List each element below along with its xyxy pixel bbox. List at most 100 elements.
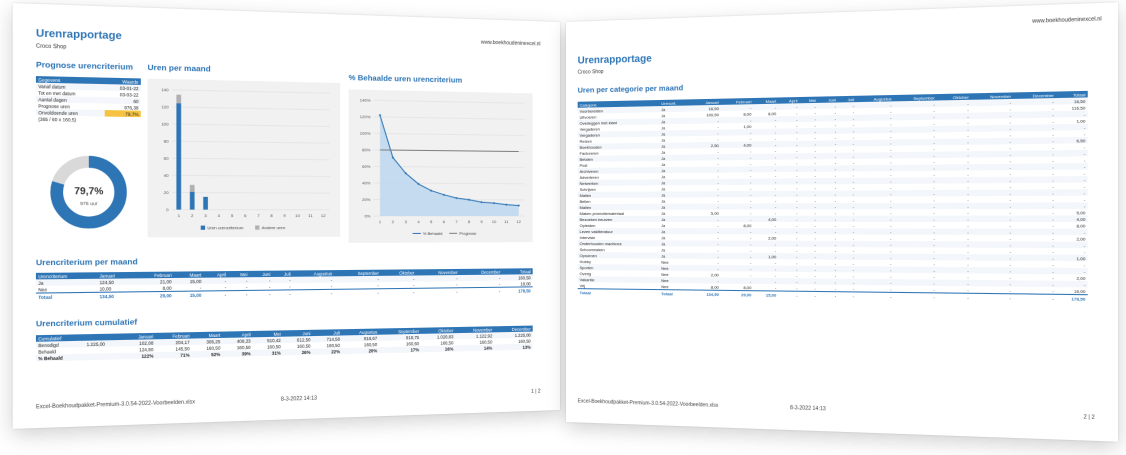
x-tick-label: 6: [244, 213, 247, 218]
y-tick-label: 60: [164, 156, 170, 161]
website-url: www.boekhoudeninexcel.nl: [481, 40, 541, 48]
table-cell: -: [838, 292, 856, 299]
gridline: [374, 100, 525, 103]
page-title: Urenrapportage: [578, 53, 652, 66]
y-tick-label: 120: [161, 104, 169, 109]
prognose-table: Gegevens Waarde Vanaf datum 03-01-22 Tot en …: [36, 76, 141, 124]
table-cell: (365 / 60 x 160,5): [36, 115, 105, 123]
point-behaald: [493, 202, 495, 204]
point-behaald: [455, 197, 457, 199]
table-cell: 178,50: [1056, 294, 1088, 301]
x-tick-label: 10: [295, 213, 300, 218]
table-cell: 16%: [421, 345, 455, 352]
y-tick-label: 100: [161, 121, 169, 126]
table-cell: 122%: [123, 352, 156, 359]
donut-sublabel: 976 uur: [80, 201, 98, 206]
table-cell: 15,00: [174, 291, 204, 298]
footer-file: Excel-Boekhoudpakket-Premium-3.0.54-2022…: [578, 398, 719, 409]
x-tick-label: 8: [468, 219, 471, 224]
y-tick-label: 80: [164, 139, 170, 144]
table-cell: -: [971, 293, 1013, 301]
y-tick-label: 0: [166, 207, 169, 212]
y-tick-label: 60%: [362, 164, 371, 169]
point-behaald: [481, 201, 483, 203]
y-tick-label: 140%: [360, 98, 371, 103]
company-name: Croco Shop: [578, 69, 604, 76]
x-tick-label: 6: [443, 219, 446, 224]
donut-percent: 79,7%: [74, 186, 103, 197]
bar-uren-urencriterium: [176, 103, 181, 209]
chart2-area: 0% 20% 40% 60% 80% 100% 120% 140% 1 2 3 4 5 6 7 8 9 10 11 1…: [349, 89, 533, 243]
table-cell: [84, 353, 122, 360]
table-cell: 17%: [379, 346, 421, 353]
footer-date: 8-3-2022 14:13: [281, 395, 317, 402]
y-tick-label: 100%: [360, 131, 371, 136]
table-cell: 52%: [192, 351, 223, 358]
table-cell: 26%: [283, 349, 313, 356]
x-tick-label: 1: [379, 219, 382, 224]
footer-date: 8-3-2022 14:13: [790, 405, 826, 412]
x-tick-label: 12: [321, 213, 326, 218]
prognose-title: Prognose urencriterium: [36, 60, 133, 72]
gridline: [374, 133, 525, 135]
table-cell: 14%: [455, 344, 494, 351]
table-cell: 134,50: [692, 290, 721, 297]
table-cell: -: [818, 291, 838, 298]
table-cell: -: [1013, 294, 1056, 302]
point-behaald: [443, 194, 445, 196]
x-tick-label: 11: [308, 213, 313, 218]
table-cell: 22%: [313, 348, 342, 355]
table-cell: 134,50: [97, 292, 134, 299]
gridline: [172, 192, 330, 193]
legend-label: Andere uren: [262, 225, 286, 230]
table-cell: -: [460, 287, 503, 294]
x-tick-label: 3: [204, 213, 207, 218]
per-maand-table: Urencriterium Januari Februari Maart April Me…: [36, 268, 533, 300]
x-tick-label: 7: [257, 213, 260, 218]
point-behaald: [430, 190, 432, 192]
x-tick-label: 1: [178, 213, 181, 218]
table-cell: 29,00: [721, 290, 754, 297]
point-behaald: [468, 199, 470, 201]
table-cell: -: [856, 292, 893, 299]
table-cell: 178,50: [502, 287, 532, 294]
x-tick-label: 4: [218, 213, 221, 218]
table-cell: -: [293, 289, 335, 296]
y-tick-label: 40: [164, 173, 170, 178]
x-tick-label: 2: [191, 213, 194, 218]
y-tick-label: 0%: [364, 214, 370, 219]
company-name: Croco Shop: [36, 43, 66, 50]
table-cell: -: [228, 290, 249, 297]
bar-uren-urencriterium: [203, 197, 208, 210]
table-cell: -: [334, 289, 381, 296]
table-cell: -: [204, 291, 229, 298]
category-table: Categorie Urencrit. Januari Februari Maart Ap…: [578, 91, 1088, 302]
website-url: www.boekhoudeninexcel.nl: [1032, 16, 1101, 25]
page-title: Urenrapportage: [36, 28, 122, 42]
cumulatief-title: Urencriterium cumulatief: [36, 317, 137, 329]
point-behaald: [405, 172, 407, 174]
table-cell: 13%: [494, 344, 532, 351]
table-cell: 15,00: [754, 291, 779, 298]
table-cell: -: [894, 292, 937, 299]
y-tick-label: 140: [161, 87, 169, 92]
table-cell: % Behaald: [36, 354, 84, 362]
point-behaald: [417, 183, 419, 185]
y-tick-label: 80%: [362, 147, 371, 152]
table-cell: -: [800, 291, 819, 298]
cumulatief-table: Cumulatief Januari Februari Maart April Mei Ju…: [36, 326, 533, 362]
legend-swatch: [201, 226, 205, 230]
legend-label: % Behaald: [423, 231, 443, 236]
point-behaald: [518, 205, 520, 207]
x-tick-label: 2: [392, 219, 395, 224]
y-tick-label: 120%: [360, 114, 371, 119]
x-tick-label: 11: [504, 219, 509, 224]
legend-swatch: [255, 225, 259, 229]
gridline: [172, 158, 330, 160]
table-cell: [104, 117, 140, 124]
table-cell: 71%: [156, 351, 192, 358]
point-behaald: [392, 156, 394, 158]
x-tick-label: 7: [455, 219, 458, 224]
line-prognose: [380, 150, 519, 152]
table-cell: Totaal: [578, 289, 660, 297]
